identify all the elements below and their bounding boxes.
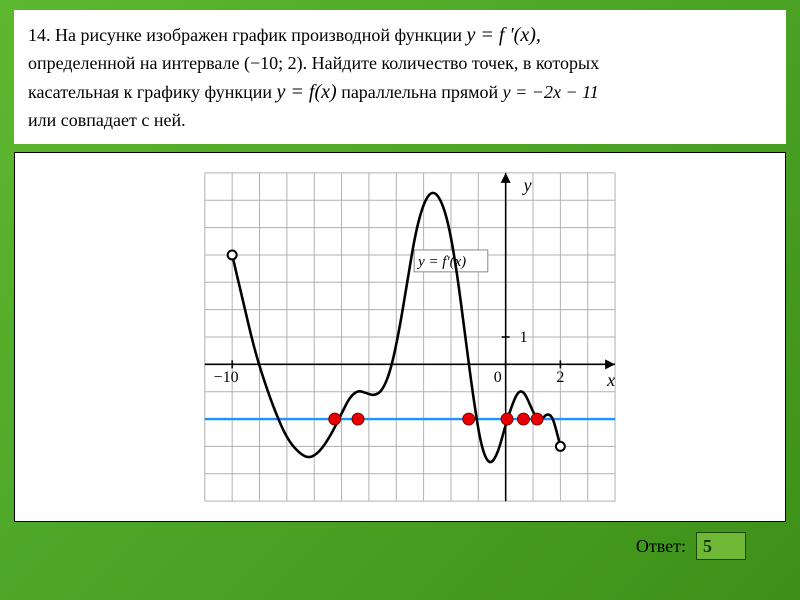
problem-number: 14. <box>28 25 51 45</box>
fn-2: y = f(x) <box>277 81 337 103</box>
fn-1: y = f '(x), <box>466 24 540 46</box>
answer-value: 5 <box>703 536 712 557</box>
svg-text:0: 0 <box>494 369 502 386</box>
text-4: или совпадает с ней. <box>28 110 186 130</box>
problem-statement: 14. На рисунке изображен график производ… <box>14 10 786 144</box>
answer-row: Ответ: 5 <box>14 532 786 560</box>
svg-text:−10: −10 <box>214 369 239 386</box>
text-2: определенной на интервале (−10; 2). Найд… <box>28 53 599 73</box>
svg-text:x: x <box>606 370 615 390</box>
derivative-chart: −10 0 2 1 x y y = f'(x) <box>14 152 786 522</box>
svg-text:y: y <box>522 175 532 195</box>
text-3b: параллельна прямой <box>341 82 502 102</box>
svg-text:2: 2 <box>556 369 564 386</box>
answer-box: 5 <box>696 532 746 560</box>
svg-text:y = f'(x): y = f'(x) <box>416 254 466 270</box>
svg-text:1: 1 <box>520 329 528 346</box>
text-1: На рисунке изображен график производной … <box>55 25 466 45</box>
eq: y = −2x − 11 <box>503 82 599 102</box>
text-3a: касательная к графику функции <box>28 82 277 102</box>
answer-label: Ответ: <box>636 536 686 557</box>
